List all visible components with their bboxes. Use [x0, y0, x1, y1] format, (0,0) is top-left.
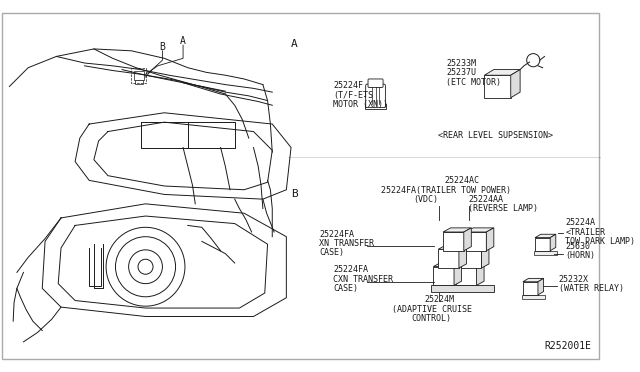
Text: 25224FA: 25224FA [333, 265, 368, 275]
Text: 25224F: 25224F [333, 81, 364, 90]
Text: A: A [180, 36, 186, 46]
FancyBboxPatch shape [365, 84, 385, 108]
Bar [443, 232, 464, 251]
Text: <TRAILER: <TRAILER [565, 228, 605, 237]
Text: 25224M: 25224M [424, 295, 454, 304]
Bar [484, 75, 511, 98]
Text: R252001E: R252001E [545, 341, 591, 350]
Polygon shape [459, 245, 467, 268]
Polygon shape [454, 262, 461, 285]
Bar [522, 295, 545, 299]
Text: 25630: 25630 [565, 242, 590, 251]
Bar [456, 267, 477, 285]
Polygon shape [523, 278, 543, 282]
Polygon shape [464, 228, 471, 251]
Text: 25233M: 25233M [446, 59, 476, 68]
Polygon shape [550, 234, 556, 251]
Polygon shape [481, 245, 489, 268]
Text: CASE): CASE) [333, 284, 358, 293]
Polygon shape [461, 245, 489, 249]
FancyBboxPatch shape [368, 79, 383, 87]
Text: (REVERSE LAMP): (REVERSE LAMP) [468, 204, 538, 214]
Bar [523, 282, 538, 295]
Text: (T/F-ETS: (T/F-ETS [333, 91, 373, 100]
Text: XN TRANSFER: XN TRANSFER [319, 239, 374, 248]
Text: 25224AC: 25224AC [444, 176, 479, 185]
Text: 25224FA(TRAILER TOW POWER): 25224FA(TRAILER TOW POWER) [381, 186, 511, 195]
Text: 25232X: 25232X [559, 275, 589, 284]
Bar [365, 104, 386, 109]
Text: (ADAPTIVE CRUISE: (ADAPTIVE CRUISE [392, 305, 472, 314]
Polygon shape [438, 245, 467, 249]
Polygon shape [484, 70, 520, 75]
Text: CXN TRANSFER: CXN TRANSFER [333, 275, 394, 284]
Bar [534, 251, 557, 256]
Polygon shape [477, 262, 484, 285]
Polygon shape [456, 262, 484, 267]
Bar [466, 232, 486, 251]
Bar [433, 267, 454, 285]
Text: 25224A: 25224A [565, 218, 595, 227]
Text: MOTOR (XN)): MOTOR (XN)) [333, 100, 388, 109]
Polygon shape [538, 278, 543, 295]
Text: (WATER RELAY): (WATER RELAY) [559, 284, 623, 293]
Text: B: B [291, 189, 298, 199]
Text: (VDC): (VDC) [413, 195, 438, 204]
Bar [461, 249, 481, 268]
Text: A: A [291, 39, 298, 49]
Text: (ETC MOTOR): (ETC MOTOR) [446, 78, 501, 87]
Text: CONTROL): CONTROL) [412, 314, 452, 323]
Polygon shape [466, 228, 494, 232]
Text: B: B [159, 42, 165, 52]
Bar [438, 249, 459, 268]
Polygon shape [486, 228, 494, 251]
Bar [535, 238, 550, 251]
Text: <REAR LEVEL SUPSENSION>: <REAR LEVEL SUPSENSION> [438, 131, 553, 140]
Bar [134, 71, 143, 80]
Bar [135, 80, 143, 84]
Bar [431, 285, 494, 292]
Polygon shape [433, 262, 461, 267]
Polygon shape [535, 234, 556, 238]
Text: (HORN): (HORN) [565, 251, 595, 260]
Text: 25224FA: 25224FA [319, 230, 354, 239]
Polygon shape [511, 70, 520, 98]
Polygon shape [443, 228, 471, 232]
Text: 25237U: 25237U [446, 68, 476, 77]
Text: CASE): CASE) [319, 248, 344, 257]
Text: 25224AA: 25224AA [468, 195, 504, 204]
Text: TOW PARK LAMP): TOW PARK LAMP) [565, 237, 635, 246]
